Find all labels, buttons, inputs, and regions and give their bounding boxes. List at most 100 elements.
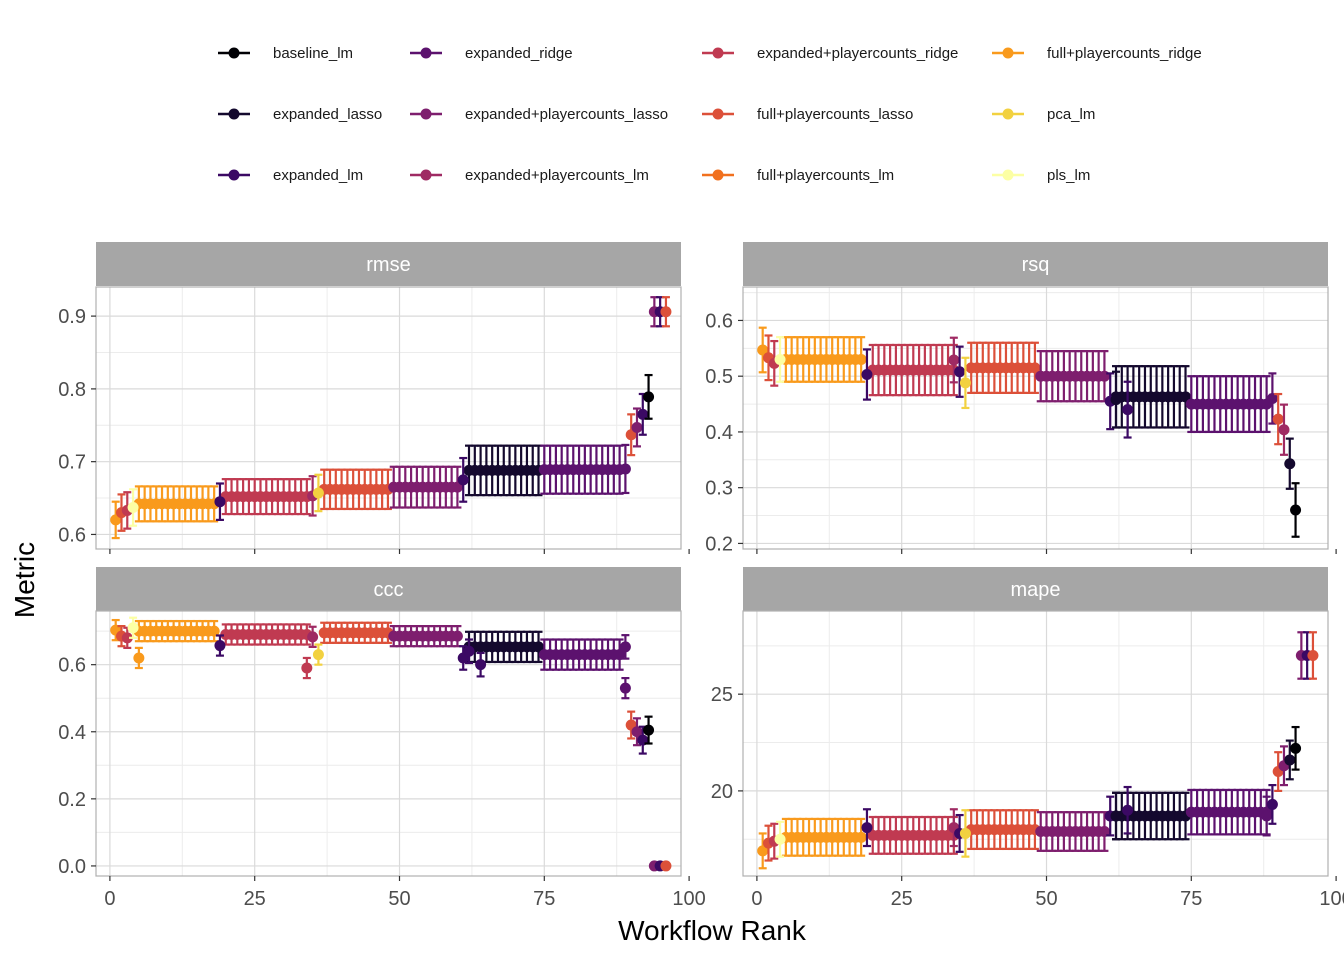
data-point bbox=[307, 631, 319, 643]
panel-rmse: rmse 0.6 0.7 0.8 0.9 bbox=[58, 242, 690, 554]
point-expanded-lm bbox=[457, 456, 469, 503]
data-point bbox=[774, 833, 786, 845]
y-tick-label: 0.0 bbox=[58, 856, 86, 878]
legend-key-point bbox=[1002, 108, 1014, 120]
strip-label: mape bbox=[1010, 579, 1060, 601]
panel-mape: mape 20 25 0 25 50 75 100 bbox=[711, 567, 1344, 910]
data-marks bbox=[110, 296, 672, 540]
data-point bbox=[757, 845, 769, 857]
series-group-full-playercounts-lasso bbox=[965, 809, 1041, 851]
data-point bbox=[127, 622, 139, 634]
data-point bbox=[1122, 804, 1134, 816]
series-group-full-playercounts-lasso bbox=[318, 468, 394, 511]
data-point bbox=[475, 659, 487, 671]
data-point bbox=[855, 831, 867, 843]
data-point bbox=[1261, 810, 1273, 822]
legend-item-expanded-playercounts-lasso: expanded+playercounts_lasso bbox=[410, 106, 668, 123]
legend-key-point bbox=[228, 47, 240, 59]
legend-item-pls-lm: pls_lm bbox=[992, 167, 1090, 184]
strip-background bbox=[743, 567, 1328, 611]
point-full-playercounts-lasso bbox=[660, 860, 672, 872]
point-expanded-lm bbox=[637, 392, 649, 436]
point-expanded-lasso bbox=[1110, 370, 1122, 429]
data-marks bbox=[757, 326, 1302, 538]
data-point bbox=[133, 652, 145, 664]
legend-item-expanded-playercounts-ridge: expanded+playercounts_ridge bbox=[702, 45, 958, 62]
data-point bbox=[855, 353, 867, 365]
data-point bbox=[451, 630, 463, 642]
data-point bbox=[1266, 798, 1278, 810]
legend-label: expanded_lm bbox=[273, 167, 363, 184]
data-point bbox=[954, 366, 966, 378]
legend-key-point bbox=[420, 169, 432, 181]
legend-label: expanded+playercounts_lm bbox=[465, 167, 649, 184]
data-point bbox=[214, 640, 226, 652]
data-point bbox=[660, 860, 672, 872]
point-full-playercounts-lasso bbox=[1272, 392, 1284, 446]
series-group-full-playercounts-lasso bbox=[318, 621, 394, 644]
point-expanded-lm bbox=[861, 348, 873, 401]
point-full-playercounts-lasso bbox=[115, 493, 127, 532]
gridlines bbox=[743, 611, 1328, 876]
legend-key-point bbox=[228, 108, 240, 120]
legend-label: expanded+playercounts_ridge bbox=[757, 45, 958, 62]
series-group-expanded-playercounts-lasso bbox=[388, 624, 463, 648]
data-point bbox=[619, 641, 631, 653]
y-tick-label: 0.8 bbox=[58, 379, 86, 401]
panel-border bbox=[742, 610, 1329, 877]
data-point bbox=[214, 496, 226, 508]
y-tick-label: 0.6 bbox=[705, 310, 733, 332]
y-axis-title: Metric bbox=[9, 542, 40, 618]
data-point bbox=[533, 641, 545, 653]
y-tick-label: 0.3 bbox=[705, 478, 733, 500]
panel-border bbox=[742, 286, 1329, 550]
data-point bbox=[1272, 413, 1284, 425]
point-expanded-lm bbox=[463, 638, 475, 665]
data-point bbox=[1110, 810, 1122, 822]
x-tick-label: 100 bbox=[1319, 888, 1344, 910]
point-pls-lm bbox=[127, 616, 139, 639]
point-expanded-lasso bbox=[1110, 791, 1122, 841]
x-tick-label: 75 bbox=[1180, 888, 1202, 910]
series-group-expanded-lasso bbox=[463, 444, 545, 497]
panel-border bbox=[95, 286, 682, 550]
data-point bbox=[1122, 404, 1134, 416]
point-expanded-ridge bbox=[619, 443, 631, 495]
point-expanded-ridge bbox=[619, 676, 631, 700]
data-point bbox=[1290, 504, 1302, 516]
series-group-expanded-lasso bbox=[1110, 365, 1192, 429]
legend-item-expanded-lasso: expanded_lasso bbox=[218, 106, 382, 123]
x-tick-label: 50 bbox=[1035, 888, 1057, 910]
legend-key-point bbox=[228, 169, 240, 181]
x-axis-title: Workflow Rank bbox=[618, 915, 807, 946]
point-full-playercounts-ridge bbox=[757, 832, 769, 870]
point-pls-lm bbox=[774, 336, 786, 383]
point-pls-lm bbox=[127, 488, 139, 527]
y-tick-label: 0.6 bbox=[58, 524, 86, 546]
data-marks bbox=[110, 616, 672, 872]
y-tick-label: 0.4 bbox=[705, 422, 733, 444]
data-point bbox=[1284, 458, 1296, 470]
series-group-expanded-lasso bbox=[1110, 791, 1192, 841]
point-expanded-playercounts-lasso bbox=[631, 717, 643, 747]
point-baseline-lm bbox=[643, 373, 655, 420]
point-pca-lm bbox=[312, 643, 324, 666]
legend-key-point bbox=[712, 108, 724, 120]
y-tick-label: 0.2 bbox=[705, 533, 733, 555]
legend-label: expanded+playercounts_lasso bbox=[465, 106, 668, 123]
data-point bbox=[127, 502, 139, 514]
x-tick-label: 50 bbox=[388, 888, 410, 910]
data-point bbox=[457, 474, 469, 486]
y-tick-label: 25 bbox=[711, 684, 733, 706]
series-group-full-playercounts-ridge bbox=[780, 817, 867, 857]
data-point bbox=[959, 377, 971, 389]
strip-label: rsq bbox=[1022, 254, 1050, 276]
data-point bbox=[643, 724, 655, 736]
data-point bbox=[619, 463, 631, 475]
data-point bbox=[619, 682, 631, 694]
panel-rsq: rsq 0.2 0.3 0.4 0.5 0.6 bbox=[705, 242, 1337, 555]
legend-item-expanded-ridge: expanded_ridge bbox=[410, 45, 573, 62]
legend-label: expanded_ridge bbox=[465, 45, 573, 62]
data-point bbox=[1278, 424, 1290, 436]
